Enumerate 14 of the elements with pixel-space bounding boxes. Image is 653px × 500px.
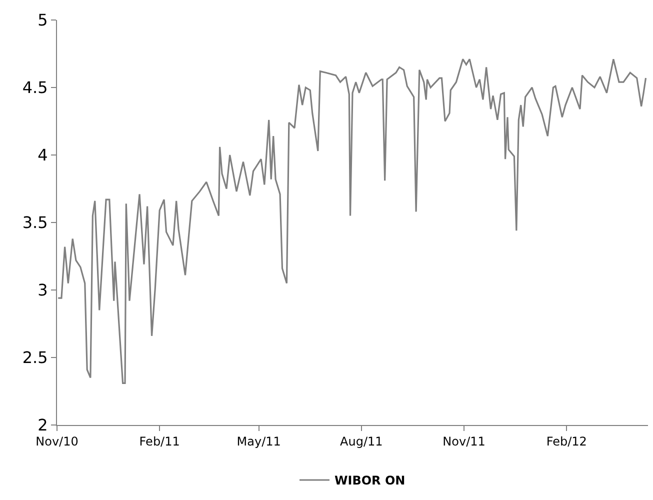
x-tick-label: May/11 [236,434,281,448]
y-tick-label: 4.5 [22,78,48,98]
y-tick-label: 4 [38,146,48,165]
x-tick-label: Feb/12 [546,434,587,448]
y-tick-label: 3.5 [22,213,48,232]
x-tick-label: Nov/10 [36,434,78,448]
x-tick-label: Feb/11 [139,434,180,448]
y-tick-label: 2.5 [22,348,48,368]
legend-label: WIBOR ON [334,474,406,488]
x-tick-label: Nov/11 [442,434,486,448]
y-tick-label: 5 [38,10,48,30]
y-tick-label: 2 [38,416,48,435]
x-tick-label: Aug/11 [340,434,383,448]
y-tick-label: 3 [38,280,48,300]
